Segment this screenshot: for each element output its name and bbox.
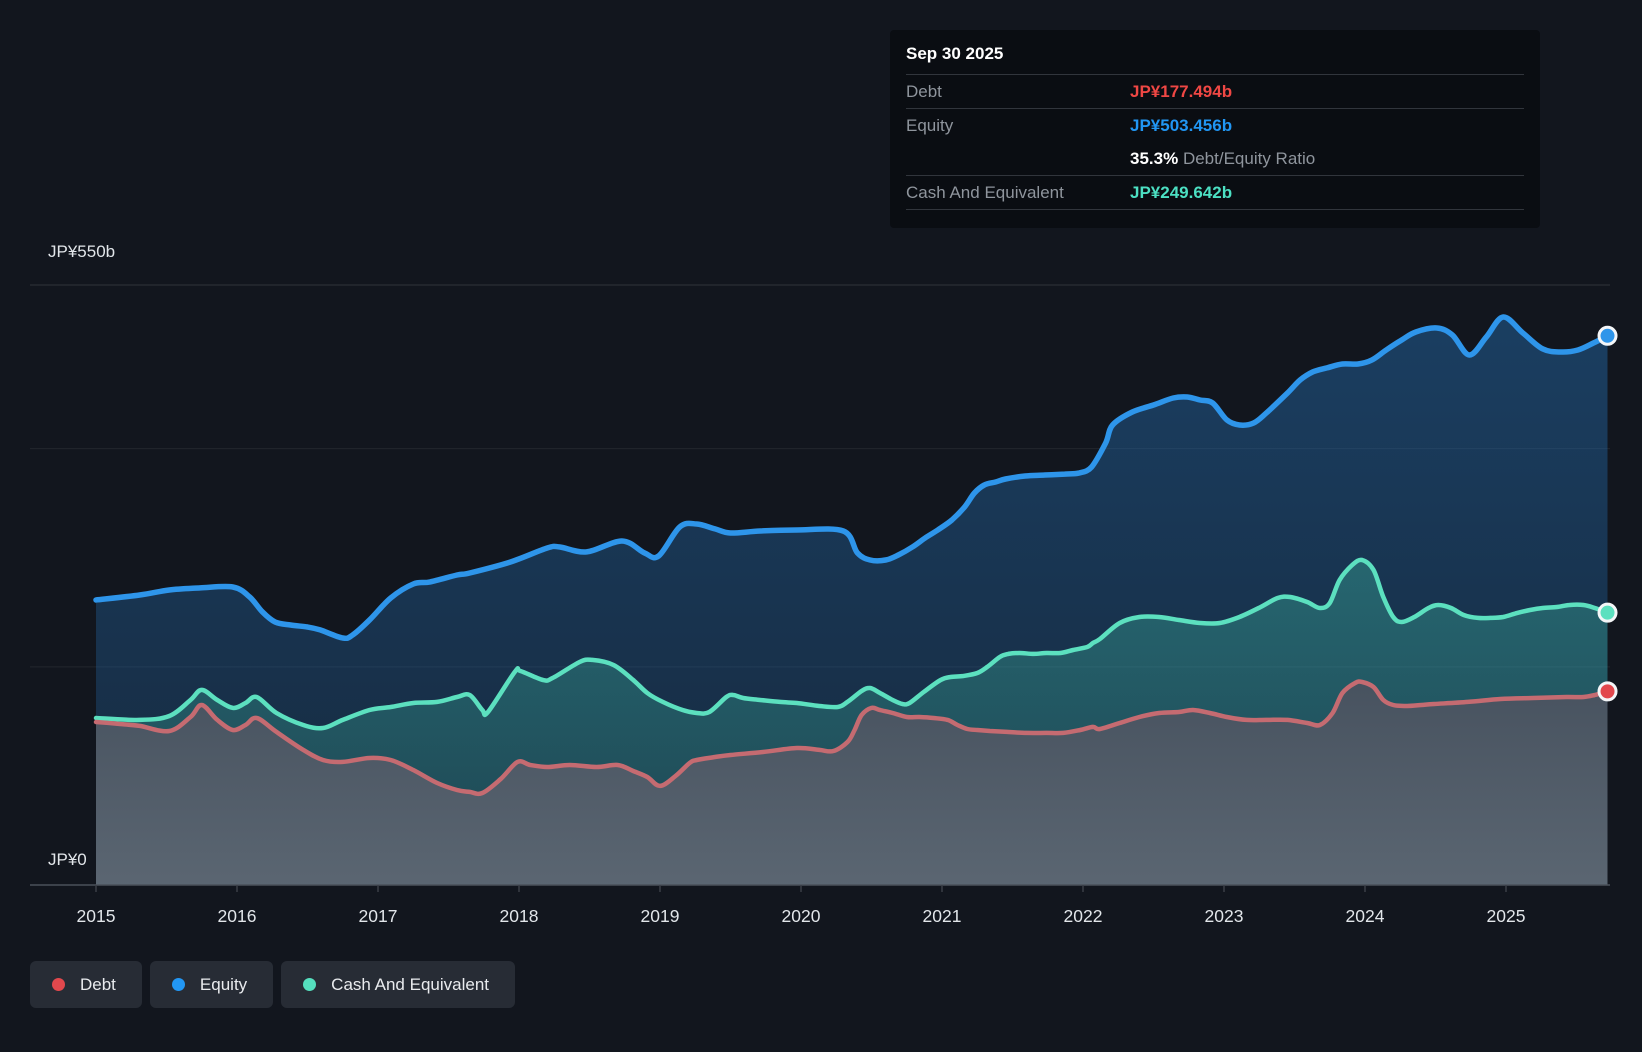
- x-axis-year-label: 2023: [1205, 906, 1244, 926]
- legend-item-cash[interactable]: Cash And Equivalent: [281, 961, 515, 1008]
- chart-legend: Debt Equity Cash And Equivalent: [30, 961, 515, 1008]
- tooltip-ratio-value: 35.3%: [1130, 149, 1178, 168]
- cash-dot-icon: [303, 978, 316, 991]
- x-axis-year-label: 2019: [641, 906, 680, 926]
- legend-equity-label: Equity: [200, 975, 247, 995]
- legend-item-equity[interactable]: Equity: [150, 961, 273, 1008]
- x-axis-year-label: 2024: [1346, 906, 1385, 926]
- debt-equity-history-chart: 2015 2016 2017 2018 2019 2020 2021 2022 2023 2024…: [0, 0, 1642, 1052]
- tooltip-row-equity: Equity JP¥503.456b: [906, 109, 1524, 142]
- tooltip-ratio-label: Debt/Equity Ratio: [1183, 149, 1315, 168]
- debt-dot-icon: [52, 978, 65, 991]
- x-axis-year-label: 2018: [500, 906, 539, 926]
- tooltip-debt-label: Debt: [906, 82, 1130, 102]
- equity-dot-icon: [172, 978, 185, 991]
- tooltip-row-debt: Debt JP¥177.494b: [906, 75, 1524, 109]
- x-axis-year-label: 2017: [359, 906, 398, 926]
- legend-debt-label: Debt: [80, 975, 116, 995]
- x-axis-year-label: 2025: [1487, 906, 1526, 926]
- tooltip-row-cash: Cash And Equivalent JP¥249.642b: [906, 176, 1524, 210]
- y-axis-min-label: JP¥0: [48, 850, 87, 870]
- y-axis-max-label: JP¥550b: [48, 242, 115, 262]
- tooltip-equity-value: JP¥503.456b: [1130, 116, 1232, 136]
- legend-cash-label: Cash And Equivalent: [331, 975, 489, 995]
- tooltip-cash-value: JP¥249.642b: [1130, 183, 1232, 203]
- tooltip-date: Sep 30 2025: [906, 30, 1524, 75]
- series-endpoint-marker: [1599, 683, 1616, 700]
- x-axis-year-label: 2021: [923, 906, 962, 926]
- tooltip-equity-label: Equity: [906, 116, 1130, 136]
- x-axis-year-label: 2015: [77, 906, 116, 926]
- series-endpoint-marker: [1599, 604, 1616, 621]
- tooltip-ratio: 35.3% Debt/Equity Ratio: [1130, 149, 1315, 169]
- chart-tooltip: Sep 30 2025 Debt JP¥177.494b Equity JP¥5…: [890, 30, 1540, 228]
- tooltip-row-ratio: 35.3% Debt/Equity Ratio: [906, 142, 1524, 176]
- x-axis-year-label: 2022: [1064, 906, 1103, 926]
- legend-item-debt[interactable]: Debt: [30, 961, 142, 1008]
- tooltip-debt-value: JP¥177.494b: [1130, 82, 1232, 102]
- tooltip-cash-label: Cash And Equivalent: [906, 183, 1130, 203]
- series-endpoint-marker: [1599, 327, 1616, 344]
- x-axis-year-label: 2020: [782, 906, 821, 926]
- x-axis-year-label: 2016: [218, 906, 257, 926]
